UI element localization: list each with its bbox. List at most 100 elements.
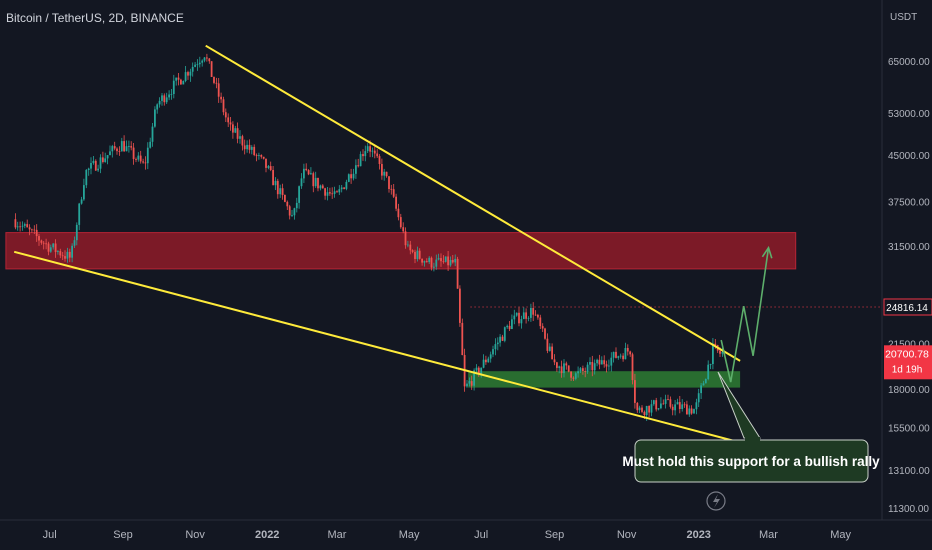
candle-body	[203, 57, 206, 61]
candle-body	[336, 191, 338, 193]
candle-body	[470, 381, 473, 386]
candle-body	[182, 81, 185, 85]
candle-body	[551, 346, 553, 360]
candle-body	[156, 104, 159, 110]
candle-body	[541, 326, 544, 329]
countdown-label: 1d 19h	[892, 364, 923, 375]
candle-body	[288, 206, 291, 216]
candle-body	[560, 366, 563, 374]
candle-body	[272, 170, 274, 186]
upper-trendline[interactable]	[205, 44, 741, 362]
candle-body	[172, 80, 175, 94]
candle-body	[85, 170, 88, 186]
candle-body	[359, 154, 362, 167]
candle-body	[676, 402, 679, 405]
candle-body	[671, 406, 674, 411]
candle-body	[622, 355, 624, 360]
candle-body	[241, 136, 244, 146]
candle-body	[503, 327, 506, 341]
candle-body	[449, 260, 452, 266]
candle-body	[648, 406, 650, 413]
candle-body	[312, 173, 315, 187]
candle-body	[64, 256, 66, 259]
candle-body	[402, 227, 405, 232]
candle-body	[42, 242, 45, 244]
candle-body	[544, 328, 546, 339]
candle-body	[201, 60, 204, 63]
lightning-icon[interactable]	[706, 491, 726, 511]
candle-body	[40, 240, 43, 243]
candle-body	[520, 319, 523, 324]
time-tick-label: Nov	[617, 529, 637, 541]
time-axis-ticks: Jul Sep Nov 2022 Mar May Jul Sep Nov 2023 Mar May	[43, 529, 852, 541]
candle-body	[326, 192, 329, 196]
candle-body	[321, 185, 324, 189]
candle-body	[125, 146, 128, 152]
candle-body	[161, 95, 163, 101]
candle-body	[90, 163, 92, 169]
candle-body	[158, 100, 161, 105]
candle-body	[704, 379, 707, 384]
candle-body	[409, 244, 412, 251]
candle-body	[144, 162, 147, 164]
candle-body	[558, 366, 561, 368]
candle-body	[116, 148, 118, 152]
candle-body	[19, 226, 21, 228]
candle-body	[97, 168, 99, 171]
time-tick-label: Mar	[328, 529, 347, 541]
candle-body	[719, 350, 721, 354]
candle-body	[548, 346, 551, 351]
candle-body	[303, 168, 305, 179]
price-tick-label: 18000.00	[888, 385, 930, 396]
candle-body	[189, 71, 192, 76]
candle-body	[395, 196, 397, 209]
candle-body	[215, 82, 218, 84]
candle-body	[499, 336, 501, 343]
candle-body	[700, 385, 702, 394]
candle-body	[255, 155, 258, 156]
candle-body	[442, 261, 445, 263]
candle-body	[546, 338, 549, 351]
candle-body	[229, 122, 232, 125]
candle-body	[68, 251, 71, 258]
candle-body	[109, 151, 111, 156]
candle-body	[243, 145, 246, 150]
candle-body	[459, 288, 461, 323]
candle-body	[605, 364, 608, 367]
candle-body	[513, 315, 516, 320]
candle-body	[194, 64, 196, 67]
candle-body	[33, 229, 36, 231]
candle-body	[629, 351, 632, 355]
candle-body	[99, 157, 102, 169]
candle-body	[572, 377, 575, 379]
candle-body	[262, 156, 265, 159]
candle-body	[475, 367, 478, 371]
candle-body	[132, 147, 135, 159]
candle-body	[423, 261, 426, 263]
candle-body	[295, 202, 298, 209]
candle-body	[317, 177, 319, 189]
resistance-zone[interactable]	[5, 232, 797, 270]
candle-body	[617, 356, 620, 358]
candle-body	[137, 155, 140, 160]
candle-body	[454, 258, 457, 263]
callout[interactable]: Must hold this support for a bullish ral…	[622, 371, 880, 483]
candle-body	[281, 188, 284, 195]
support-zone[interactable]	[468, 371, 741, 388]
candle-body	[579, 368, 582, 372]
candle-body	[612, 351, 615, 358]
candle-body	[364, 151, 367, 157]
candle-body	[66, 251, 69, 259]
candle-body	[657, 408, 660, 410]
candle-body	[702, 383, 705, 386]
candle-body	[284, 195, 286, 202]
lower-trendline[interactable]	[13, 250, 741, 444]
candle-body	[480, 367, 483, 374]
candle-body	[267, 166, 270, 168]
candle-body	[340, 187, 343, 190]
candle-body	[293, 208, 296, 216]
projection-arrow-path[interactable]	[720, 247, 770, 383]
candle-body	[345, 181, 348, 189]
candle-body	[485, 359, 487, 363]
